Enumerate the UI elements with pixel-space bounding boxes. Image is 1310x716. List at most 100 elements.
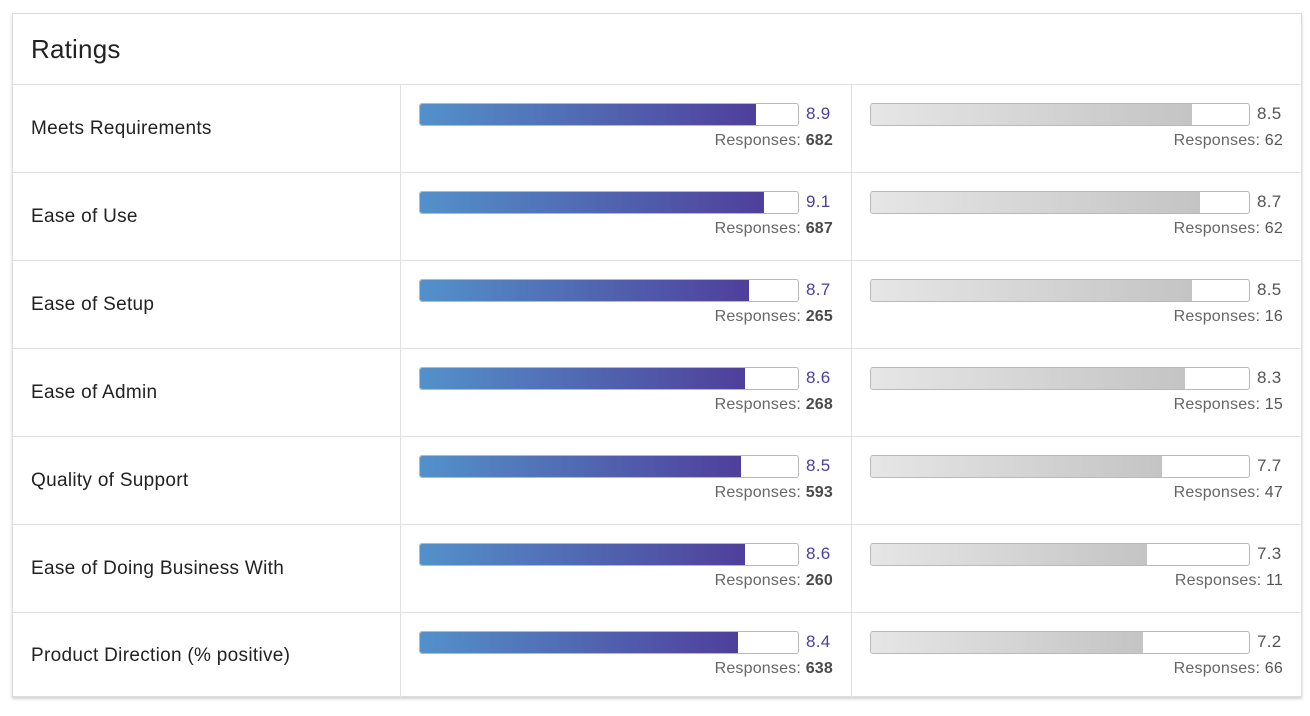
primary-rating-bar-fill	[420, 544, 746, 565]
primary-rating-bar	[419, 631, 799, 654]
secondary-rating-bar	[870, 455, 1250, 478]
responses-label: Responses:	[1174, 572, 1266, 589]
primary-rating-score: 8.7	[806, 280, 831, 299]
responses-count: 682	[805, 132, 833, 149]
primary-rating-bar-fill	[420, 368, 746, 389]
rating-label-text: Ease of Admin	[31, 381, 158, 403]
rating-label-text: Ease of Setup	[31, 293, 155, 315]
responses-label: Responses:	[714, 220, 806, 237]
secondary-rating-score: 7.2	[1257, 632, 1282, 651]
primary-rating-bar-fill	[420, 280, 749, 301]
secondary-rating-bar	[870, 279, 1250, 302]
responses-label: Responses:	[714, 308, 806, 325]
rating-label: Ease of Admin	[13, 349, 401, 436]
responses-count: 593	[805, 484, 833, 501]
secondary-rating-score: 8.5	[1257, 104, 1282, 123]
rating-label-text: Ease of Use	[31, 205, 138, 227]
rating-row: Ease of Setup 8.7 Responses: 265 8.5 Res…	[13, 261, 1301, 349]
secondary-rating-cell: 8.5 Responses: 62	[852, 85, 1301, 172]
secondary-rating-score: 8.3	[1257, 368, 1282, 387]
responses-label: Responses:	[1173, 132, 1265, 149]
secondary-rating-responses: Responses: 11	[1175, 572, 1283, 590]
secondary-rating-bar	[870, 191, 1250, 214]
rating-row: Ease of Doing Business With 8.6 Response…	[13, 525, 1301, 613]
secondary-rating-cell: 8.7 Responses: 62	[852, 173, 1301, 260]
secondary-rating-bar-fill	[871, 456, 1163, 477]
responses-label: Responses:	[714, 660, 806, 677]
secondary-rating-bar	[870, 367, 1250, 390]
secondary-rating-cell: 7.3 Responses: 11	[852, 525, 1301, 612]
primary-rating-score: 8.5	[806, 456, 831, 475]
primary-rating-score: 8.4	[806, 632, 831, 651]
secondary-rating-bar-fill	[871, 544, 1147, 565]
primary-rating-bar-fill	[420, 104, 757, 125]
primary-rating-responses: Responses: 682	[715, 132, 833, 150]
responses-count: 268	[805, 396, 833, 413]
ratings-card: Ratings Meets Requirements 8.9 Responses…	[12, 13, 1302, 699]
responses-count: 15	[1264, 396, 1283, 413]
responses-count: 16	[1264, 308, 1283, 325]
secondary-rating-score: 7.3	[1257, 544, 1282, 563]
ratings-table: Meets Requirements 8.9 Responses: 682 8.…	[13, 85, 1301, 699]
primary-rating-bar-fill	[420, 456, 742, 477]
rating-label-text: Ease of Doing Business With	[31, 557, 285, 579]
responses-count: 66	[1264, 660, 1283, 677]
rating-row: Ease of Admin 8.6 Responses: 268 8.3 Res…	[13, 349, 1301, 437]
secondary-rating-cell: 8.5 Responses: 16	[852, 261, 1301, 348]
responses-label: Responses:	[1173, 396, 1265, 413]
ratings-header: Ratings	[13, 14, 1301, 85]
primary-rating-score: 9.1	[806, 192, 831, 211]
responses-label: Responses:	[1173, 220, 1265, 237]
primary-rating-score: 8.6	[806, 368, 831, 387]
primary-rating-cell: 8.6 Responses: 260	[401, 525, 852, 612]
primary-rating-cell: 8.7 Responses: 265	[401, 261, 852, 348]
primary-rating-bar	[419, 191, 799, 214]
responses-count: 638	[805, 660, 833, 677]
primary-rating-bar	[419, 455, 799, 478]
primary-rating-bar	[419, 367, 799, 390]
responses-count: 265	[805, 308, 833, 325]
responses-count: 11	[1265, 572, 1283, 589]
primary-rating-bar	[419, 279, 799, 302]
responses-label: Responses:	[1173, 308, 1265, 325]
secondary-rating-responses: Responses: 15	[1174, 396, 1283, 414]
secondary-rating-responses: Responses: 66	[1174, 660, 1283, 678]
responses-label: Responses:	[714, 396, 806, 413]
primary-rating-responses: Responses: 260	[715, 572, 833, 590]
rating-row: Meets Requirements 8.9 Responses: 682 8.…	[13, 85, 1301, 173]
responses-label: Responses:	[714, 484, 806, 501]
responses-label: Responses:	[1173, 660, 1265, 677]
primary-rating-cell: 8.5 Responses: 593	[401, 437, 852, 524]
secondary-rating-responses: Responses: 16	[1174, 308, 1283, 326]
secondary-rating-score: 7.7	[1257, 456, 1282, 475]
responses-count: 62	[1264, 220, 1283, 237]
secondary-rating-bar-fill	[871, 104, 1193, 125]
primary-rating-cell: 8.9 Responses: 682	[401, 85, 852, 172]
rating-label: Meets Requirements	[13, 85, 401, 172]
primary-rating-responses: Responses: 593	[715, 484, 833, 502]
rating-label-text: Quality of Support	[31, 469, 189, 491]
responses-count: 62	[1264, 132, 1283, 149]
secondary-rating-score: 8.5	[1257, 280, 1282, 299]
rating-label-text: Product Direction (% positive)	[31, 645, 291, 666]
rating-label: Ease of Setup	[13, 261, 401, 348]
secondary-rating-cell: 7.7 Responses: 47	[852, 437, 1301, 524]
primary-rating-score: 8.9	[806, 104, 831, 123]
primary-rating-responses: Responses: 687	[715, 220, 833, 238]
rating-row: Ease of Use 9.1 Responses: 687 8.7 Respo…	[13, 173, 1301, 261]
primary-rating-cell: 8.4 Responses: 638	[401, 613, 852, 699]
primary-rating-score: 8.6	[806, 544, 831, 563]
secondary-rating-bar	[870, 543, 1250, 566]
ratings-title: Ratings	[31, 33, 121, 64]
secondary-rating-bar-fill	[871, 632, 1144, 653]
secondary-rating-bar-fill	[871, 192, 1200, 213]
rating-label: Product Direction (% positive)	[13, 613, 401, 699]
primary-rating-bar-fill	[420, 192, 764, 213]
rating-label: Ease of Doing Business With	[13, 525, 401, 612]
secondary-rating-bar	[870, 631, 1250, 654]
primary-rating-responses: Responses: 638	[715, 660, 833, 678]
primary-rating-bar	[419, 103, 799, 126]
responses-label: Responses:	[714, 572, 806, 589]
rating-row: Quality of Support 8.5 Responses: 593 7.…	[13, 437, 1301, 525]
secondary-rating-score: 8.7	[1257, 192, 1282, 211]
